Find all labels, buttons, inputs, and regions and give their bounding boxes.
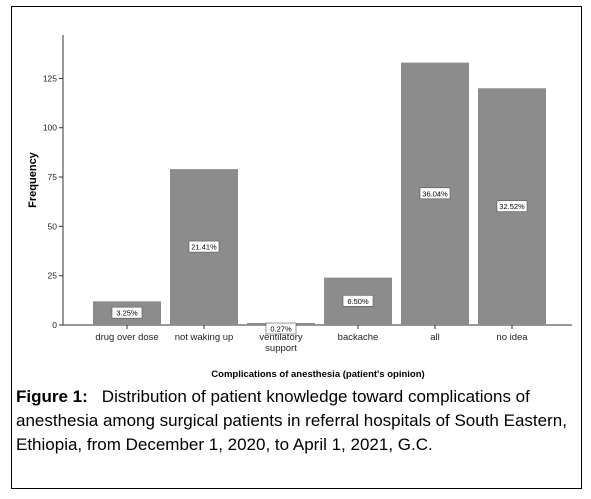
x-tick-label: all bbox=[430, 332, 440, 343]
value-label: 0.27% bbox=[270, 325, 292, 334]
value-label: 36.04% bbox=[422, 189, 448, 198]
x-tick-label: backache bbox=[337, 332, 379, 343]
x-tick-label: drug over dose bbox=[95, 332, 159, 343]
x-tick-label: no idea bbox=[496, 332, 528, 343]
value-label-box bbox=[342, 295, 374, 307]
x-tick-label: ventilatory support bbox=[259, 332, 303, 354]
value-label: 32.52% bbox=[499, 202, 525, 211]
value-label: 6.50% bbox=[347, 297, 369, 306]
y-tick-label: 125 bbox=[43, 73, 57, 83]
y-axis-label: Frequency bbox=[27, 151, 39, 208]
x-axis-label: Complications of anesthesia (patient's o… bbox=[211, 369, 424, 380]
y-tick-label: 50 bbox=[48, 221, 58, 231]
value-label: 3.25% bbox=[116, 309, 138, 318]
y-tick-label: 0 bbox=[52, 320, 57, 330]
value-label-box bbox=[188, 240, 220, 253]
y-tick-label: 25 bbox=[48, 271, 58, 281]
value-label-box bbox=[265, 322, 297, 335]
x-tick-label: not waking up bbox=[174, 332, 234, 343]
caption-text: Distribution of patient knowledge toward… bbox=[16, 387, 567, 454]
y-tick-label: 100 bbox=[43, 123, 57, 133]
caption: Figure 1: Distribution of patient knowled… bbox=[16, 385, 576, 457]
value-label-box bbox=[111, 306, 143, 319]
caption-label: Figure 1: bbox=[16, 387, 88, 406]
chart: Frequency Complications of anesthesia (p… bbox=[27, 35, 572, 380]
y-tick-label: 75 bbox=[48, 172, 58, 182]
value-label: 21.41% bbox=[191, 243, 217, 252]
value-label-box bbox=[496, 200, 528, 212]
value-label-box bbox=[419, 187, 451, 200]
figure-frame bbox=[11, 6, 582, 489]
